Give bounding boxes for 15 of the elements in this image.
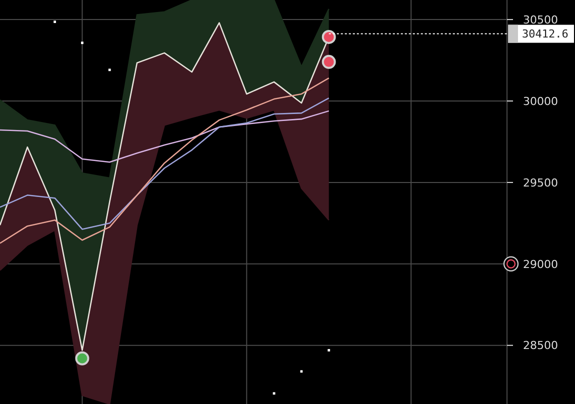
y-tick-label: 28500 <box>523 339 558 352</box>
ref-line-label: 30412.6 <box>522 28 568 41</box>
point <box>272 392 276 395</box>
point <box>75 351 90 366</box>
point <box>108 68 111 72</box>
point <box>322 30 336 44</box>
y-tick-label: 30500 <box>523 13 558 26</box>
y-tick-label: 29500 <box>523 176 558 190</box>
line-series <box>0 110 330 163</box>
line-series <box>0 77 330 244</box>
point <box>54 20 56 24</box>
line-series <box>0 97 330 230</box>
y-tick-label: 29000 <box>523 258 558 271</box>
point <box>322 54 336 69</box>
y-tick-label: 30000 <box>523 94 558 108</box>
